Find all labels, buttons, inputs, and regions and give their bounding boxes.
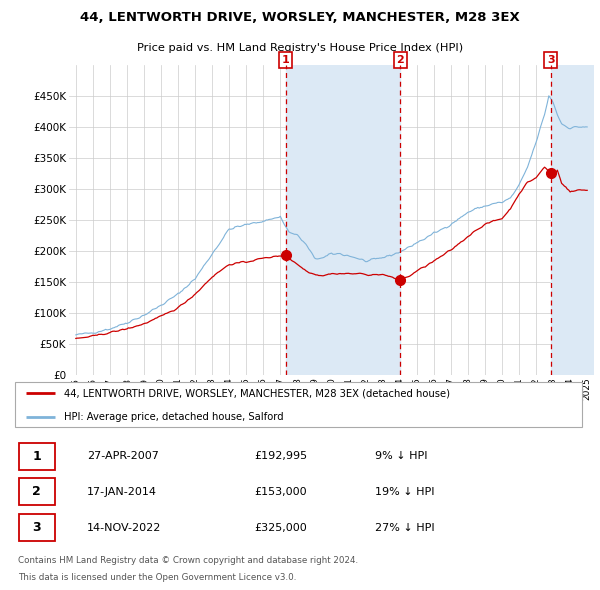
Text: 27% ↓ HPI: 27% ↓ HPI [375, 523, 434, 533]
Bar [19, 514, 55, 541]
Text: £192,995: £192,995 [254, 451, 307, 461]
Text: 17-JAN-2014: 17-JAN-2014 [87, 487, 157, 497]
Text: Contains HM Land Registry data © Crown copyright and database right 2024.: Contains HM Land Registry data © Crown c… [18, 556, 358, 565]
Text: 44, LENTWORTH DRIVE, WORSLEY, MANCHESTER, M28 3EX: 44, LENTWORTH DRIVE, WORSLEY, MANCHESTER… [80, 11, 520, 24]
Text: This data is licensed under the Open Government Licence v3.0.: This data is licensed under the Open Gov… [18, 573, 296, 582]
Text: 1: 1 [32, 450, 41, 463]
Text: 2: 2 [397, 55, 404, 65]
Text: Price paid vs. HM Land Registry's House Price Index (HPI): Price paid vs. HM Land Registry's House … [137, 43, 463, 53]
Bar [286, 65, 400, 375]
Text: 14-NOV-2022: 14-NOV-2022 [87, 523, 161, 533]
Text: 1: 1 [282, 55, 290, 65]
Text: 19% ↓ HPI: 19% ↓ HPI [375, 487, 434, 497]
Text: 3: 3 [32, 522, 41, 535]
Text: 44, LENTWORTH DRIVE, WORSLEY, MANCHESTER, M28 3EX (detached house): 44, LENTWORTH DRIVE, WORSLEY, MANCHESTER… [64, 388, 450, 398]
Text: £153,000: £153,000 [254, 487, 307, 497]
Bar [551, 65, 596, 375]
Text: 3: 3 [547, 55, 554, 65]
Text: HPI: Average price, detached house, Salford: HPI: Average price, detached house, Salf… [64, 412, 283, 422]
Text: £325,000: £325,000 [254, 523, 307, 533]
Text: 27-APR-2007: 27-APR-2007 [87, 451, 159, 461]
Bar [19, 442, 55, 470]
Text: 2: 2 [32, 486, 41, 499]
Bar [19, 478, 55, 506]
Text: 9% ↓ HPI: 9% ↓ HPI [375, 451, 427, 461]
